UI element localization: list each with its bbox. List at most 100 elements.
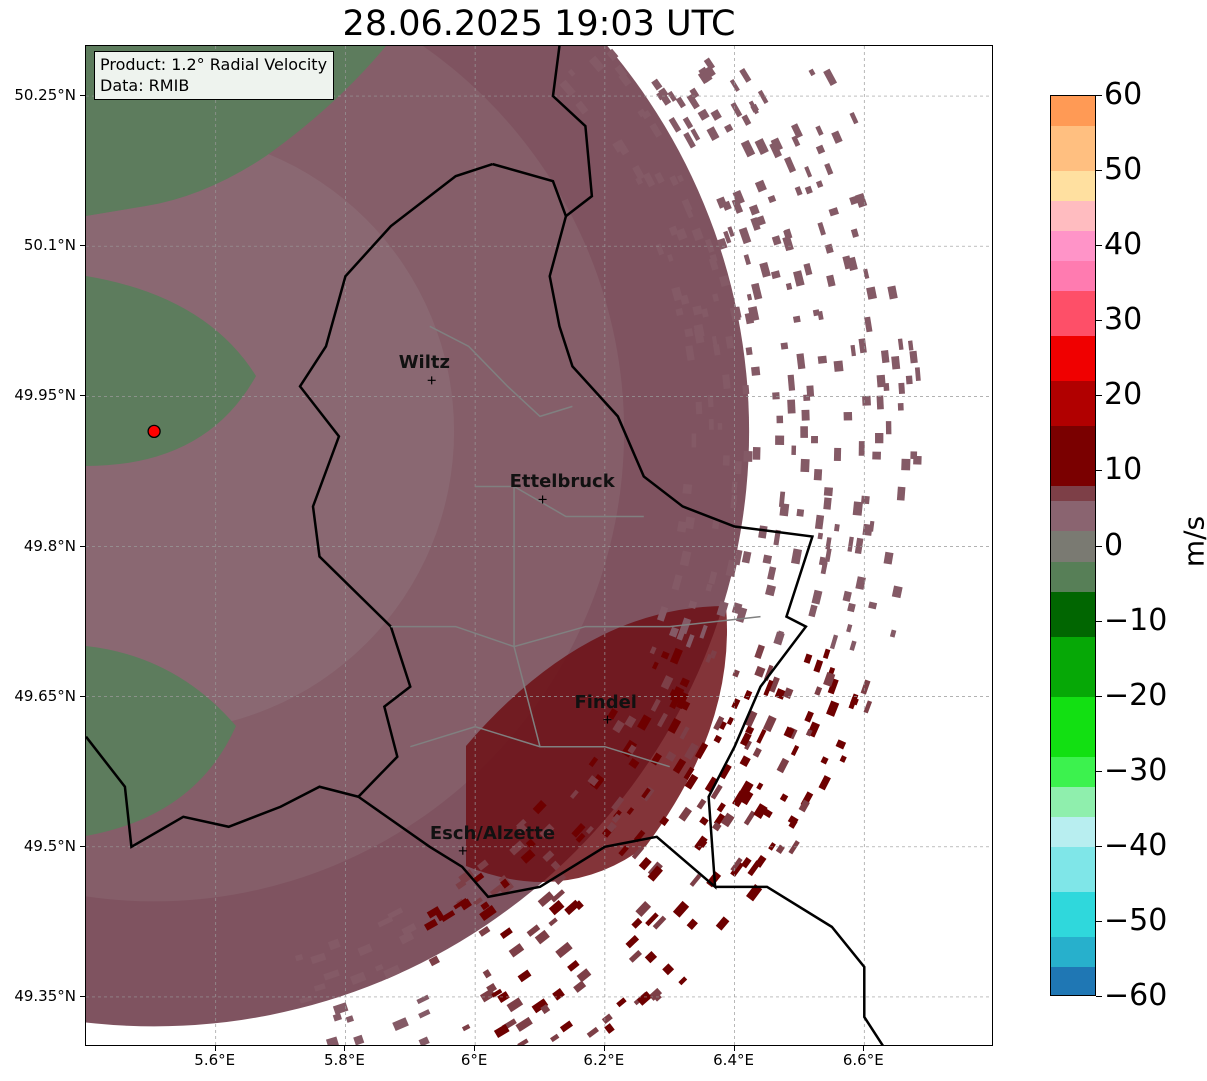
echo-speckle xyxy=(815,125,824,136)
echo-speckle xyxy=(887,285,898,300)
echo-speckle xyxy=(628,950,643,963)
echo-speckle xyxy=(649,122,663,138)
echo-speckle xyxy=(659,816,670,827)
echo-speckle xyxy=(641,787,651,799)
echo-speckle xyxy=(654,171,665,184)
echo-speckle xyxy=(811,435,819,444)
lon-tick-label: 6.6°E xyxy=(842,1051,884,1069)
echo-speckle xyxy=(817,310,824,321)
echo-speckle xyxy=(804,166,813,178)
echo-speckle xyxy=(898,382,905,394)
echo-speckle xyxy=(635,901,652,917)
echo-speckle xyxy=(571,822,586,838)
echo-speckle xyxy=(641,110,652,120)
echo-speckle xyxy=(693,835,708,851)
echo-speckle xyxy=(791,135,801,147)
echo-speckle xyxy=(801,409,810,421)
echo-speckle xyxy=(707,395,714,408)
colorbar-segment xyxy=(1051,561,1095,592)
city-label: Wiltz xyxy=(398,352,450,374)
lat-tick-label: 49.95°N xyxy=(14,386,76,405)
echo-speckle xyxy=(477,859,489,871)
echo-speckle xyxy=(863,700,873,714)
echo-speckle xyxy=(842,255,853,270)
colorbar-tick-mark xyxy=(1096,770,1102,772)
echo-speckle xyxy=(684,773,699,790)
echo-speckle xyxy=(679,726,690,740)
echo-speckle xyxy=(644,950,658,964)
echo-speckle xyxy=(784,228,793,240)
lon-tick-label: 6°E xyxy=(460,1051,488,1069)
echo-speckle xyxy=(776,757,790,774)
echo-speckle xyxy=(883,551,894,565)
echo-speckle xyxy=(754,179,767,193)
echo-speckle xyxy=(440,910,456,923)
echo-speckle xyxy=(626,807,635,816)
echo-speckle xyxy=(540,1004,551,1015)
echo-speckle xyxy=(817,532,824,540)
colorbar-tick-label: −30 xyxy=(1104,752,1168,788)
echo-speckle xyxy=(831,130,843,144)
echo-speckle xyxy=(539,823,555,839)
colorbar-tick-mark xyxy=(1096,695,1102,697)
echo-speckle xyxy=(803,263,813,276)
map-area[interactable] xyxy=(85,45,993,1046)
echo-speckle xyxy=(732,669,740,678)
echo-speckle xyxy=(722,455,730,466)
echo-speckle xyxy=(827,678,839,695)
echo-speckle xyxy=(576,968,592,983)
colorbar-segment xyxy=(1051,786,1095,817)
echo-speckle xyxy=(767,194,777,204)
echo-speckle xyxy=(731,698,741,710)
canton-border xyxy=(390,615,761,648)
echo-speckle xyxy=(743,254,751,266)
echo-speckle xyxy=(813,659,824,673)
echo-speckle xyxy=(500,878,510,889)
colorbar-segment xyxy=(1051,486,1095,502)
echo-speckle xyxy=(587,775,599,787)
echo-speckle xyxy=(628,758,640,769)
echo-speckle xyxy=(726,716,734,726)
echo-speckle xyxy=(825,537,832,550)
echo-speckle xyxy=(757,89,769,105)
echo-speckle xyxy=(752,747,762,758)
colorbar-tick-mark xyxy=(1096,845,1102,847)
colorbar-segment xyxy=(1051,126,1095,172)
colorbar-segment xyxy=(1051,381,1095,427)
echo-speckle xyxy=(905,375,913,385)
echo-speckle xyxy=(611,813,621,824)
echo-speckle xyxy=(698,66,713,83)
echo-speckle xyxy=(780,342,789,350)
echo-speckle xyxy=(759,261,771,278)
echo-speckle xyxy=(823,671,836,687)
echo-speckle xyxy=(680,294,690,305)
echo-speckle xyxy=(720,812,735,828)
city-marker xyxy=(458,846,467,855)
echo-speckle xyxy=(691,433,697,448)
canton-border xyxy=(513,486,541,747)
echo-speckle xyxy=(682,116,694,130)
colorbar-segment xyxy=(1051,96,1095,127)
echo-speckle xyxy=(611,796,625,811)
echo-speckle xyxy=(332,1002,349,1015)
data-source-label: Data: RMIB xyxy=(100,76,190,95)
echo-speckle xyxy=(332,1013,342,1022)
echo-speckle xyxy=(808,68,816,77)
echo-speckle xyxy=(705,653,713,663)
echo-speckle xyxy=(868,601,878,610)
echo-speckle xyxy=(756,782,764,791)
echo-speckle xyxy=(689,87,700,99)
echo-speckle xyxy=(585,825,594,835)
echo-speckle xyxy=(567,68,576,77)
echo-speckle xyxy=(828,207,839,217)
echo-speckle xyxy=(459,898,472,911)
echo-speckle xyxy=(299,995,313,1004)
echo-speckle xyxy=(645,912,659,927)
echo-speckle xyxy=(843,411,853,421)
echo-speckle xyxy=(839,755,847,763)
echo-speckle xyxy=(550,860,561,871)
echo-speckle xyxy=(835,739,847,750)
echo-speckle xyxy=(814,514,825,530)
echo-speckle xyxy=(793,270,805,287)
echo-speckle xyxy=(294,953,304,962)
